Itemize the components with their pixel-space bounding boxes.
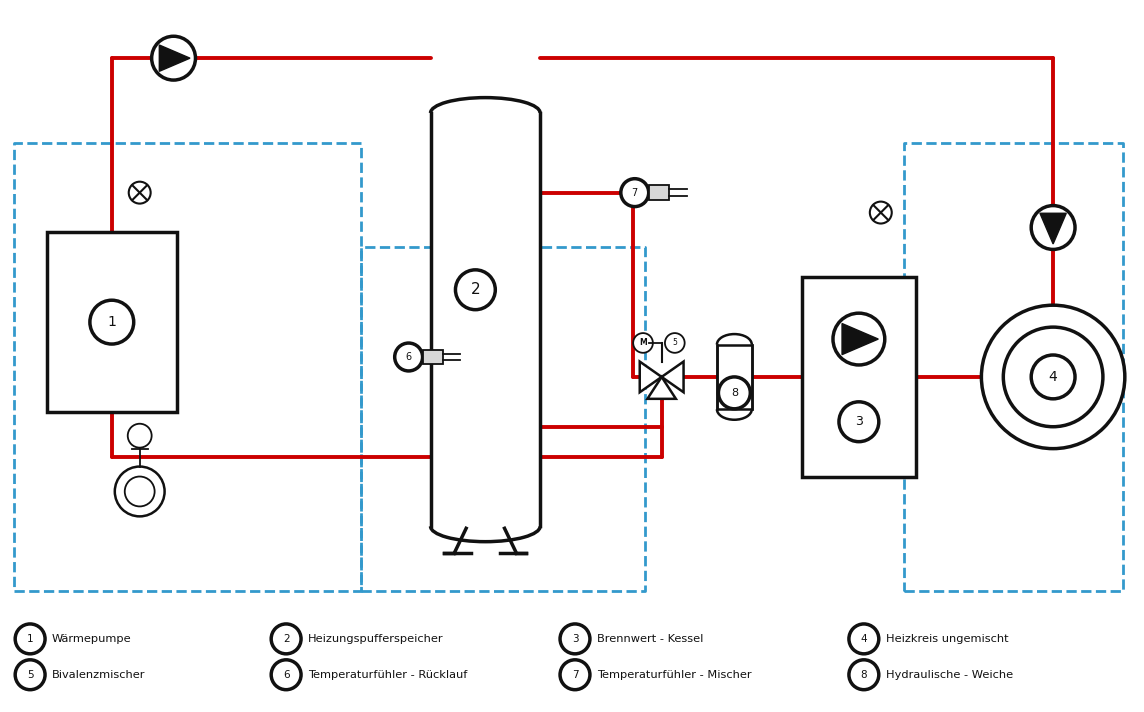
Circle shape	[125, 476, 154, 506]
Circle shape	[271, 660, 301, 690]
Circle shape	[561, 624, 590, 654]
Circle shape	[833, 313, 884, 365]
Polygon shape	[648, 377, 676, 399]
Polygon shape	[842, 323, 879, 355]
Circle shape	[849, 660, 879, 690]
Text: Wärmepumpe: Wärmepumpe	[51, 634, 132, 644]
Circle shape	[15, 624, 45, 654]
Circle shape	[718, 377, 750, 409]
Text: 5: 5	[673, 338, 677, 347]
Circle shape	[1031, 355, 1075, 399]
Text: 7: 7	[631, 188, 638, 198]
Text: Heizungspufferspeicher: Heizungspufferspeicher	[308, 634, 444, 644]
Text: M: M	[639, 338, 646, 347]
Polygon shape	[159, 45, 190, 71]
Text: Heizkreis ungemischt: Heizkreis ungemischt	[885, 634, 1008, 644]
Circle shape	[90, 300, 134, 344]
Text: 4: 4	[860, 634, 867, 644]
Circle shape	[15, 660, 45, 690]
Text: Bivalenzmischer: Bivalenzmischer	[51, 670, 145, 680]
Text: Hydraulische - Weiche: Hydraulische - Weiche	[885, 670, 1012, 680]
Bar	[47, 233, 176, 412]
Polygon shape	[639, 362, 661, 392]
Text: Temperaturfühler - Mischer: Temperaturfühler - Mischer	[597, 670, 752, 680]
Circle shape	[869, 201, 891, 224]
Circle shape	[395, 343, 422, 371]
Circle shape	[665, 333, 684, 353]
Circle shape	[128, 424, 152, 448]
Text: 4: 4	[1049, 370, 1057, 384]
Circle shape	[561, 660, 590, 690]
Bar	[422, 350, 443, 365]
Circle shape	[1003, 327, 1103, 426]
Text: 7: 7	[572, 670, 579, 680]
Text: 3: 3	[855, 415, 863, 428]
Circle shape	[839, 402, 879, 441]
Polygon shape	[661, 362, 684, 392]
Circle shape	[633, 333, 653, 353]
Circle shape	[849, 624, 879, 654]
Text: 1: 1	[108, 315, 117, 329]
Text: 1: 1	[26, 634, 33, 644]
Circle shape	[982, 305, 1125, 449]
Text: Temperaturfühler - Rücklauf: Temperaturfühler - Rücklauf	[308, 670, 468, 680]
Text: 2: 2	[470, 282, 480, 297]
Bar	[717, 345, 752, 409]
Circle shape	[271, 624, 301, 654]
Text: 6: 6	[406, 352, 412, 362]
Text: 8: 8	[731, 388, 738, 398]
Circle shape	[621, 179, 649, 206]
Circle shape	[129, 182, 151, 204]
Polygon shape	[1040, 214, 1066, 244]
Circle shape	[152, 36, 196, 80]
Bar	[430, 113, 540, 526]
Circle shape	[114, 466, 165, 516]
Circle shape	[1031, 206, 1075, 249]
Text: 5: 5	[26, 670, 33, 680]
Text: 6: 6	[283, 670, 289, 680]
Text: 2: 2	[283, 634, 289, 644]
Text: 8: 8	[860, 670, 867, 680]
Bar	[802, 277, 916, 476]
Text: Brennwert - Kessel: Brennwert - Kessel	[597, 634, 704, 644]
Circle shape	[455, 270, 495, 310]
Text: 3: 3	[572, 634, 579, 644]
Bar	[649, 185, 668, 200]
